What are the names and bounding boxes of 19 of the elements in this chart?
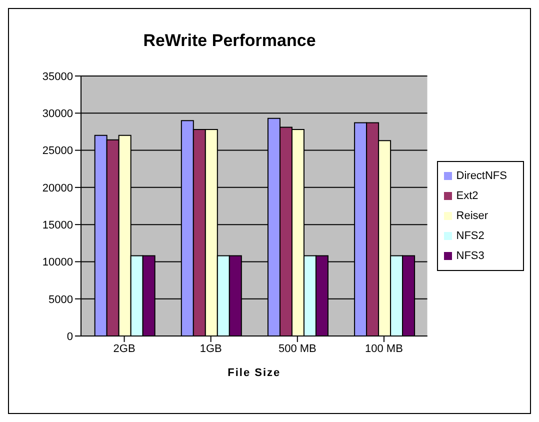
legend-label: DirectNFS — [456, 170, 507, 182]
x-tick-label: 500 MB — [278, 342, 316, 355]
y-tick-label: 25000 — [42, 145, 73, 158]
y-tick-label: 10000 — [42, 256, 73, 269]
legend-label: Reiser — [456, 210, 488, 222]
x-axis-title: File Size — [228, 367, 281, 379]
y-tick-label: 15000 — [42, 219, 73, 232]
x-tick-label: 100 MB — [365, 342, 403, 355]
y-tick-label: 30000 — [42, 108, 73, 120]
legend-label: NFS2 — [456, 230, 484, 242]
x-tick-label: 2GB — [113, 342, 136, 355]
y-tick-label: 5000 — [48, 294, 73, 306]
y-tick-label: 20000 — [42, 182, 73, 194]
x-tick-label: 1GB — [200, 342, 222, 355]
chart-title: ReWrite Performance — [142, 31, 317, 51]
legend-label: Ext2 — [456, 190, 478, 202]
y-tick-label: 35000 — [42, 70, 73, 83]
y-tick-label: 0 — [66, 330, 73, 343]
legend-label: NFS3 — [456, 250, 484, 262]
